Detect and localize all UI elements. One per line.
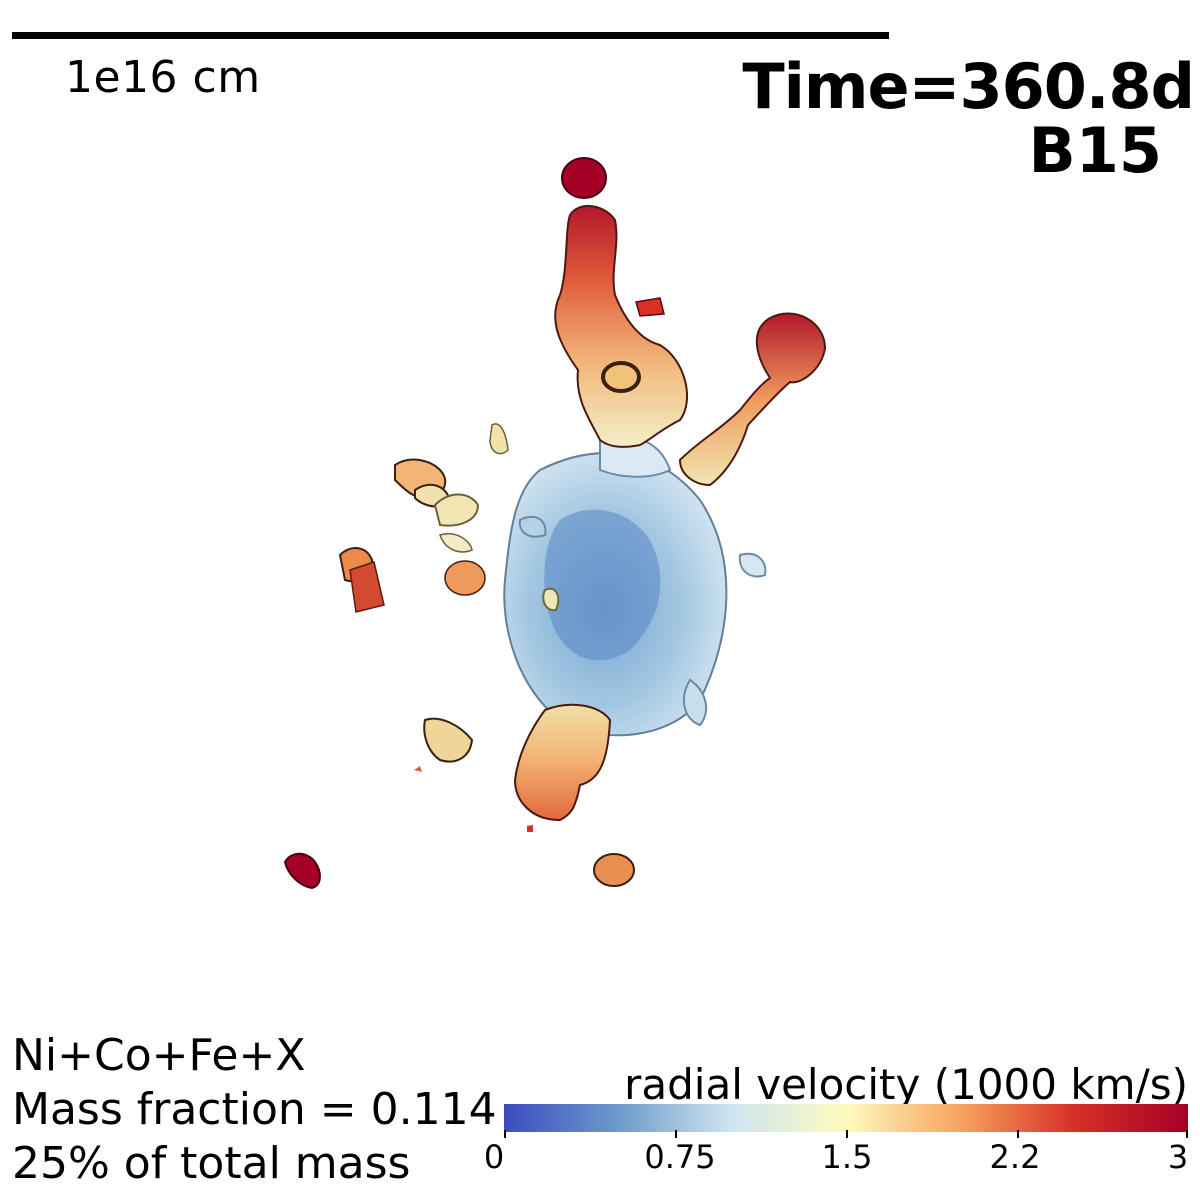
species-label: Ni+Co+Fe+X: [12, 1030, 306, 1081]
colorbar-title: radial velocity (1000 km/s): [624, 1060, 1188, 1109]
colorbar-tick-label: 3: [1167, 1138, 1189, 1176]
south-plume: [414, 703, 612, 832]
colorbar-tick-label: 2.2: [989, 1138, 1041, 1176]
time-label: Time=360.8d: [742, 50, 1195, 123]
ejecta-isosurface-render: [283, 157, 827, 890]
north-tip-clump: [561, 157, 607, 199]
south-clump: [593, 853, 635, 887]
colorbar-tick-label: 0.75: [644, 1138, 716, 1176]
mass-fraction-label: Mass fraction = 0.114: [12, 1084, 497, 1135]
colorbar-tick: [846, 1130, 848, 1138]
small-red-fragment: [635, 297, 665, 317]
northeast-plume: [678, 312, 827, 487]
colorbar-gradient: [504, 1104, 1188, 1132]
colorbar-tick: [504, 1130, 506, 1138]
colorbar-tick-label: 0: [483, 1138, 505, 1176]
colorbar-tick: [1186, 1130, 1188, 1138]
colorbar-tick: [675, 1130, 677, 1138]
north-plume: [554, 205, 689, 448]
scale-bar: [12, 32, 889, 39]
core-blob: [503, 435, 728, 737]
east-fragments: [738, 552, 767, 578]
west-fragments: [338, 423, 509, 613]
total-mass-label: 25% of total mass: [12, 1138, 411, 1189]
colorbar-tick: [1017, 1130, 1019, 1138]
colorbar-tick-label: 1.5: [821, 1138, 873, 1176]
model-label: B15: [1028, 114, 1162, 187]
scale-bar-label: 1e16 cm: [65, 52, 261, 103]
southwest-red-clump: [283, 852, 321, 890]
